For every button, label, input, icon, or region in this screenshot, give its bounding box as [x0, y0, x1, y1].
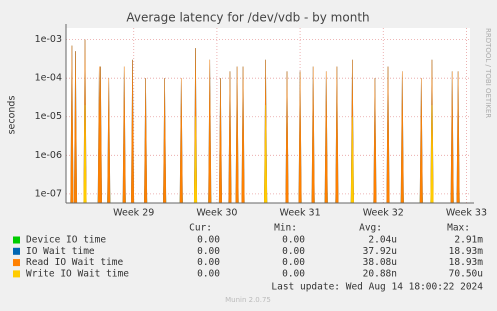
y-tick-label: 1e-07	[35, 188, 62, 199]
legend-value: 18.93m	[449, 246, 484, 257]
legend-value: 70.50u	[449, 268, 483, 279]
y-tick-label: 1e-06	[35, 150, 62, 161]
x-tick-label: Week 30	[196, 208, 237, 219]
legend-value: 20.88n	[363, 268, 397, 279]
y-tick-label: 1e-04	[35, 73, 62, 84]
legend-label: Read IO Wait time	[26, 257, 124, 268]
x-tick-label: Week 31	[280, 208, 321, 219]
x-tick-label: Week 32	[363, 208, 404, 219]
legend-swatch	[13, 247, 20, 255]
legend-value: 0.00	[197, 246, 220, 257]
x-tick-label: Week 29	[113, 208, 154, 219]
legend-label: IO Wait time	[26, 246, 95, 257]
last-update: Last update: Wed Aug 14 18:00:22 2024	[271, 282, 483, 293]
chart-title: Average latency for /dev/vdb - by month	[126, 11, 369, 25]
legend-value: 0.00	[282, 246, 305, 257]
x-tick-label: Week 33	[446, 208, 487, 219]
legend-value: 0.00	[197, 235, 220, 246]
legend-label: Write IO Wait time	[26, 268, 129, 279]
side-text: RRDTOOL / TOBI OETIKER	[484, 28, 492, 118]
legend-value: 0.00	[197, 268, 220, 279]
y-axis-label: seconds	[7, 96, 18, 135]
legend-value: 2.91m	[454, 235, 483, 246]
legend-swatch	[13, 270, 20, 278]
legend-header: Min:	[274, 223, 297, 234]
legend-swatch	[13, 259, 20, 267]
legend-value: 37.92u	[363, 246, 397, 257]
legend-label: Device IO time	[26, 235, 106, 246]
legend-header: Max:	[447, 223, 470, 234]
legend-value: 2.04u	[368, 235, 397, 246]
legend-value: 0.00	[282, 235, 305, 246]
plot-area	[66, 28, 470, 203]
legend-value: 18.93m	[449, 257, 484, 268]
legend-header: Cur:	[189, 223, 212, 234]
legend-header: Avg:	[359, 223, 382, 234]
legend-swatch	[13, 236, 20, 244]
legend-value: 38.08u	[363, 257, 397, 268]
y-tick-label: 1e-05	[35, 111, 62, 122]
legend-value: 0.00	[282, 257, 305, 268]
legend-value: 0.00	[197, 257, 220, 268]
footer: Munin 2.0.75	[225, 296, 271, 304]
legend-value: 0.00	[282, 268, 305, 279]
y-tick-label: 1e-03	[35, 34, 62, 45]
